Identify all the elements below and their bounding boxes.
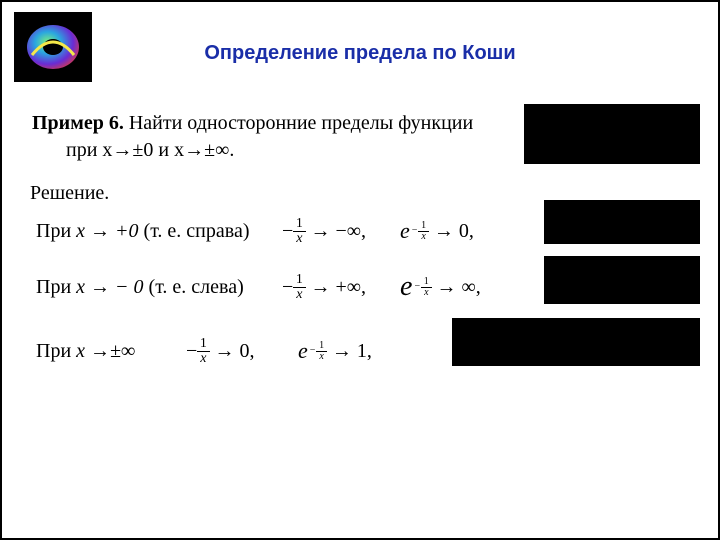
frac-den: x [293,287,305,302]
arrow-text: → 1, [332,340,372,363]
frac-1-over-x-icon: 1 x [293,273,305,302]
slide-title: Определение предела по Коши [2,42,718,65]
arrow-text: → −∞, [311,220,367,243]
sup-sign: − [412,226,418,236]
case-cond: x → − 0 [76,276,143,298]
sup-sign: − [310,346,316,356]
frac-num: 1 [294,217,305,231]
minus-sign: − [282,276,293,299]
example-line1-text: Найти односторонние пределы функции [124,112,473,134]
case-prefix: При [36,340,76,362]
minus-sign: − [186,340,197,363]
solution-label: Решение. [30,182,109,205]
minus-sign: − [282,220,293,243]
sup-sign: − [414,282,420,292]
frac-1-over-x-icon: 1 x [293,217,305,246]
sup-num: 1 [422,277,431,287]
example-label: Пример 6. [32,112,124,134]
redacted-box-2 [544,256,700,304]
frac-num: 1 [294,273,305,287]
term-exp-right: e − 1 x → 0, [400,218,532,244]
case-cond: x →±∞ [76,340,135,362]
e-symbol: e [400,271,412,303]
exp-superscript-icon: − 1 x [414,277,431,298]
arrow-text: → +∞, [311,276,367,299]
case-label-right: При x → +0 (т. е. справа) [36,220,282,243]
frac-1-over-x-icon: 1 x [197,337,209,366]
frac-num: 1 [198,337,209,351]
sup-den: x [316,351,326,362]
case-label-left: При x → − 0 (т. е. слева) [36,276,282,299]
sup-num: 1 [419,221,428,231]
e-symbol: e [298,338,308,364]
term-neg1x-right: − 1 x → −∞, [282,217,400,246]
case-suffix: (т. е. справа) [139,220,250,242]
sup-num: 1 [317,341,326,351]
frac-den: x [197,351,209,366]
exp-superscript-icon: − 1 x [412,221,429,242]
arrow-text: → ∞, [437,276,481,299]
case-prefix: При [36,220,76,242]
term-neg1x-left: − 1 x → +∞, [282,273,400,302]
frac-den: x [293,231,305,246]
arrow-text: → 0, [434,220,474,243]
case-cond: x → +0 [76,220,138,242]
term-exp-left: e − 1 x → ∞, [400,271,532,303]
sup-den: x [418,231,428,242]
case-label-inf: При x →±∞ [36,340,186,363]
redacted-box-top [524,104,700,164]
exp-superscript-icon: − 1 x [310,341,327,362]
sup-den: x [421,287,431,298]
example-line2-text: при x→±0 и x→±∞. [66,139,234,161]
case-prefix: При [36,276,76,298]
case-suffix: (т. е. слева) [144,276,244,298]
redacted-box-3 [452,318,700,366]
term-neg1x-inf: − 1 x → 0, [186,337,298,366]
e-symbol: e [400,218,410,244]
term-exp-inf: e − 1 x → 1, [298,338,430,364]
arrow-text: → 0, [215,340,255,363]
redacted-box-1 [544,200,700,244]
